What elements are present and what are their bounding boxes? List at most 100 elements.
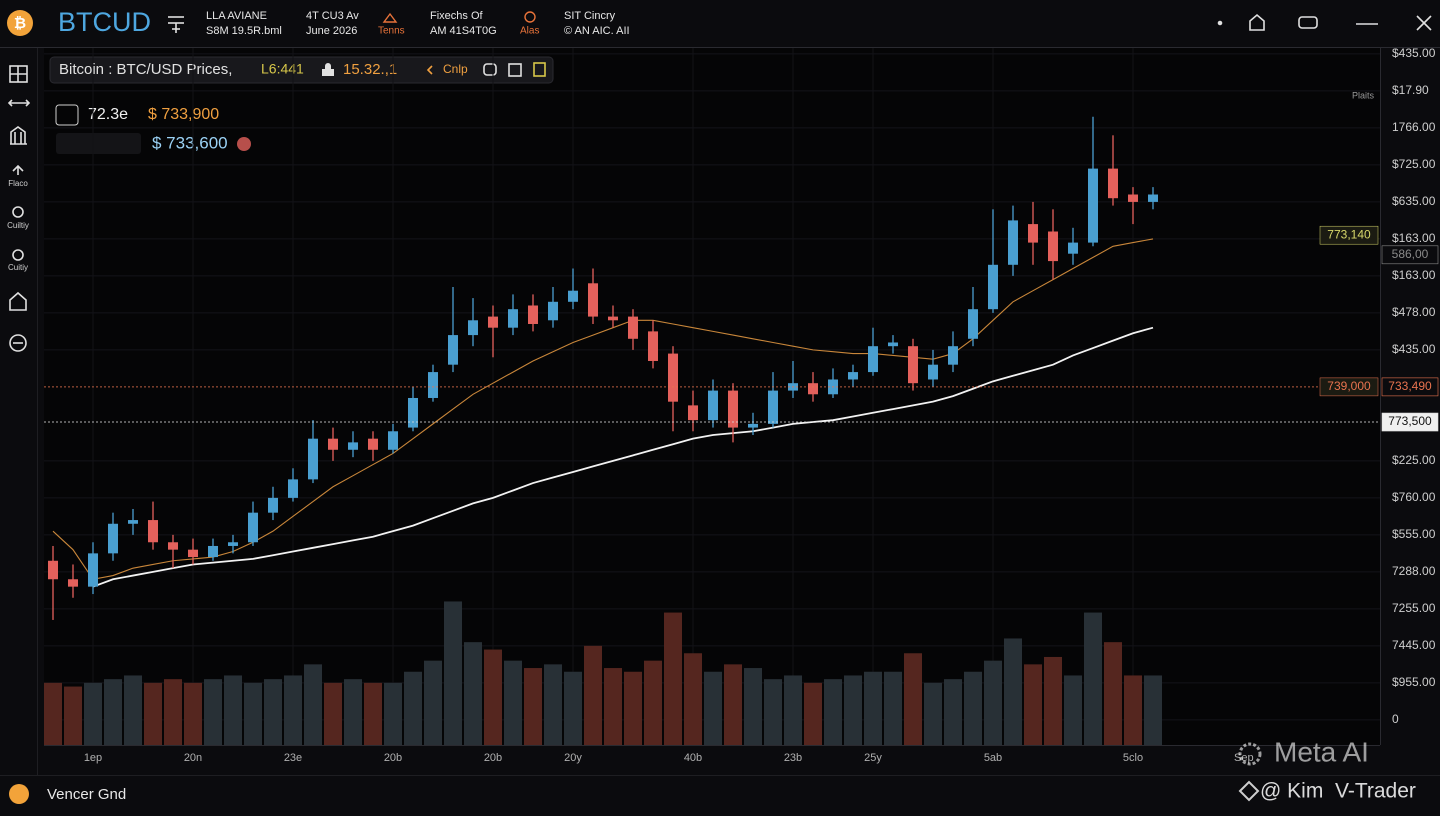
menu-icon[interactable] [168, 16, 184, 33]
candle-body [808, 383, 818, 395]
footer-logo[interactable] [9, 784, 29, 804]
symbol[interactable]: BTCUD [58, 7, 151, 37]
volume-bar [904, 653, 922, 745]
bitcoin-logo[interactable] [7, 10, 33, 36]
volume-bar [744, 668, 762, 745]
candle-body [688, 405, 698, 421]
volume-bar [824, 679, 842, 745]
header-icon[interactable] [524, 11, 536, 23]
candle-body [68, 579, 78, 587]
candle-body [368, 438, 378, 450]
lock-icon[interactable] [322, 63, 334, 76]
price-badge-label: 773,140 [1327, 227, 1371, 241]
candle-body [1068, 242, 1078, 254]
bitcoin-logo-glyph: ₿ [14, 15, 26, 32]
y-tick-label: $17.90 [1392, 83, 1429, 97]
y-tick-label: 7445.00 [1392, 638, 1436, 652]
candle-body [528, 305, 538, 324]
candle-body [548, 301, 558, 321]
header-item: S8M 19.5R.bml [206, 25, 282, 37]
toolbar-title: Bitcoin : BTC/USD Prices, [59, 61, 232, 78]
volume-bar [284, 675, 302, 745]
toolbar-icons[interactable] [483, 62, 546, 77]
header-item[interactable]: Tenns [378, 26, 405, 37]
volume-bar [84, 682, 102, 745]
y-tick-label: $635.00 [1392, 194, 1436, 208]
volume-bar [864, 671, 882, 745]
candle-body [288, 479, 298, 498]
volume-bar [1084, 612, 1102, 745]
volume-bar [184, 682, 202, 745]
candle-body [328, 438, 338, 450]
toolbar-interval[interactable]: L6:441 [261, 61, 304, 77]
volume-bar [564, 671, 582, 745]
info-icon[interactable] [55, 104, 79, 126]
price-badge [1319, 225, 1379, 245]
candle-body [768, 390, 778, 424]
sidebar-label[interactable]: Cuitiy [8, 263, 28, 272]
toolbar-price: 15.32.,1 [343, 61, 397, 78]
sidebar-label[interactable]: Flaco [8, 179, 28, 188]
ma-fast-line [52, 238, 1154, 580]
toolbar-mode[interactable]: Cnlp [443, 62, 468, 76]
watermark-logo [1238, 742, 1262, 766]
volume-bar [324, 682, 342, 745]
volume-bar [124, 675, 142, 745]
axis-badge-label: 586,00 [1392, 247, 1429, 261]
volume-bar [1064, 675, 1082, 745]
volume-bar [384, 682, 402, 745]
candle-body [448, 335, 458, 365]
candle-body [568, 290, 578, 302]
volume-bar [924, 682, 942, 745]
header-icon[interactable] [382, 12, 398, 23]
candle-body [168, 542, 178, 550]
header-item[interactable]: Alas [520, 26, 539, 37]
volume-bar [784, 675, 802, 745]
y-tick-label: $555.00 [1392, 527, 1436, 541]
axis-badge-label: 733,490 [1388, 379, 1432, 393]
candle-body [988, 264, 998, 310]
volume-bar [204, 679, 222, 745]
watermark: Meta AI [1274, 736, 1369, 767]
axis-badge-label: 773,500 [1388, 414, 1432, 428]
volume-bar [804, 682, 822, 745]
y-tick-label: $435.00 [1392, 46, 1436, 60]
info-dot[interactable] [237, 137, 251, 151]
volume-bar [1104, 642, 1122, 745]
x-tick-label: 5ab [984, 752, 1002, 764]
window-controls[interactable] [1217, 13, 1432, 31]
candle-body [428, 372, 438, 398]
sidebar-icons[interactable] [7, 65, 31, 352]
axis-badge [1381, 412, 1439, 432]
x-tick-label: 40b [684, 752, 702, 764]
volume-bar [344, 679, 362, 745]
x-tick-label: 25y [864, 752, 882, 764]
footer-label: Vencer Gnd [47, 786, 126, 803]
info-tools[interactable] [56, 133, 141, 154]
volume-bar [404, 671, 422, 745]
candle-body [1148, 194, 1158, 202]
y-tick-label: 1766.00 [1392, 120, 1436, 134]
volume-bar [464, 642, 482, 745]
toolbar-icon[interactable] [426, 65, 433, 75]
x-tick-label: 20b [384, 752, 402, 764]
sidebar-label[interactable]: Cuiltiy [7, 221, 29, 230]
volume-bar [444, 601, 462, 745]
x-tick-label: 20n [184, 752, 202, 764]
candle-body [1088, 168, 1098, 243]
candle-body [948, 346, 958, 365]
candle-body [648, 331, 658, 361]
candle-body [488, 316, 498, 328]
volume-bar [544, 664, 562, 745]
candle-body [208, 545, 218, 558]
volume-bar [1004, 638, 1022, 745]
volume-bar [884, 671, 902, 745]
x-tick-label: 23e [284, 752, 302, 764]
volume-bar [1024, 664, 1042, 745]
candle-body [48, 560, 58, 580]
volume-bar [724, 664, 742, 745]
y-tick-label: $478.00 [1392, 305, 1436, 319]
candle-body [908, 346, 918, 384]
credit-logo [1238, 780, 1260, 802]
